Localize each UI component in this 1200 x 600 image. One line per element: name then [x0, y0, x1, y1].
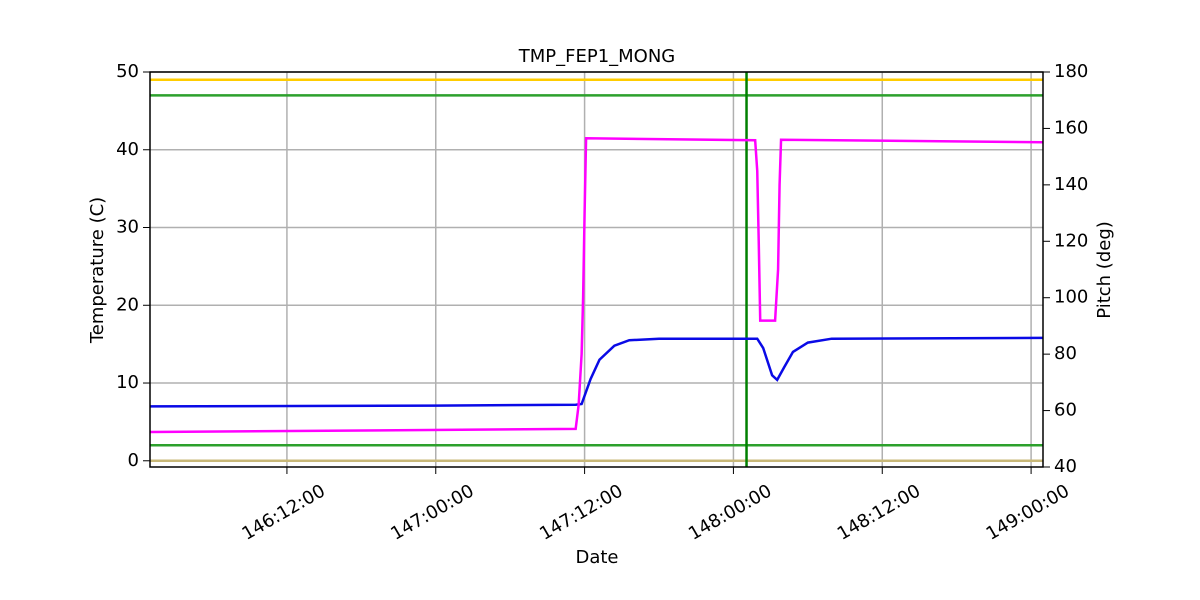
y2-tick-label: 60: [1054, 400, 1077, 421]
x-tick-label: 147:12:00: [536, 480, 626, 544]
y2-tick-label: 40: [1054, 456, 1077, 477]
y-tick-label: 30: [116, 217, 139, 238]
x-tick-label: 149:00:00: [983, 480, 1073, 544]
y2-tick-label: 100: [1054, 287, 1088, 308]
y2-tick-label: 80: [1054, 343, 1077, 364]
series-line: [149, 137, 1044, 434]
y-tick-label: 10: [116, 372, 139, 393]
y2-tick-label: 140: [1054, 174, 1088, 195]
series-line: [149, 336, 1044, 408]
y-tick-label: 20: [116, 294, 139, 315]
y-tick-label: 40: [116, 139, 139, 160]
chart-title: TMP_FEP1_MONG: [518, 46, 676, 67]
y2-axis-label: Pitch (deg): [1094, 221, 1115, 319]
plot-frame: [149, 71, 1044, 468]
x-tick-label: 147:00:00: [387, 480, 477, 544]
y-tick-label: 50: [116, 61, 139, 82]
y2-tick-label: 160: [1054, 117, 1088, 138]
y-tick-label: 0: [128, 450, 139, 471]
x-tick-label: 148:12:00: [834, 480, 924, 544]
y2-tick-label: 120: [1054, 230, 1088, 251]
x-tick-label: 146:12:00: [238, 480, 328, 544]
y-axis-label: Temperature (C): [87, 197, 108, 344]
y2-tick-label: 180: [1054, 61, 1088, 82]
x-tick-label: 148:00:00: [685, 480, 775, 544]
x-axis-label: Date: [575, 547, 618, 568]
